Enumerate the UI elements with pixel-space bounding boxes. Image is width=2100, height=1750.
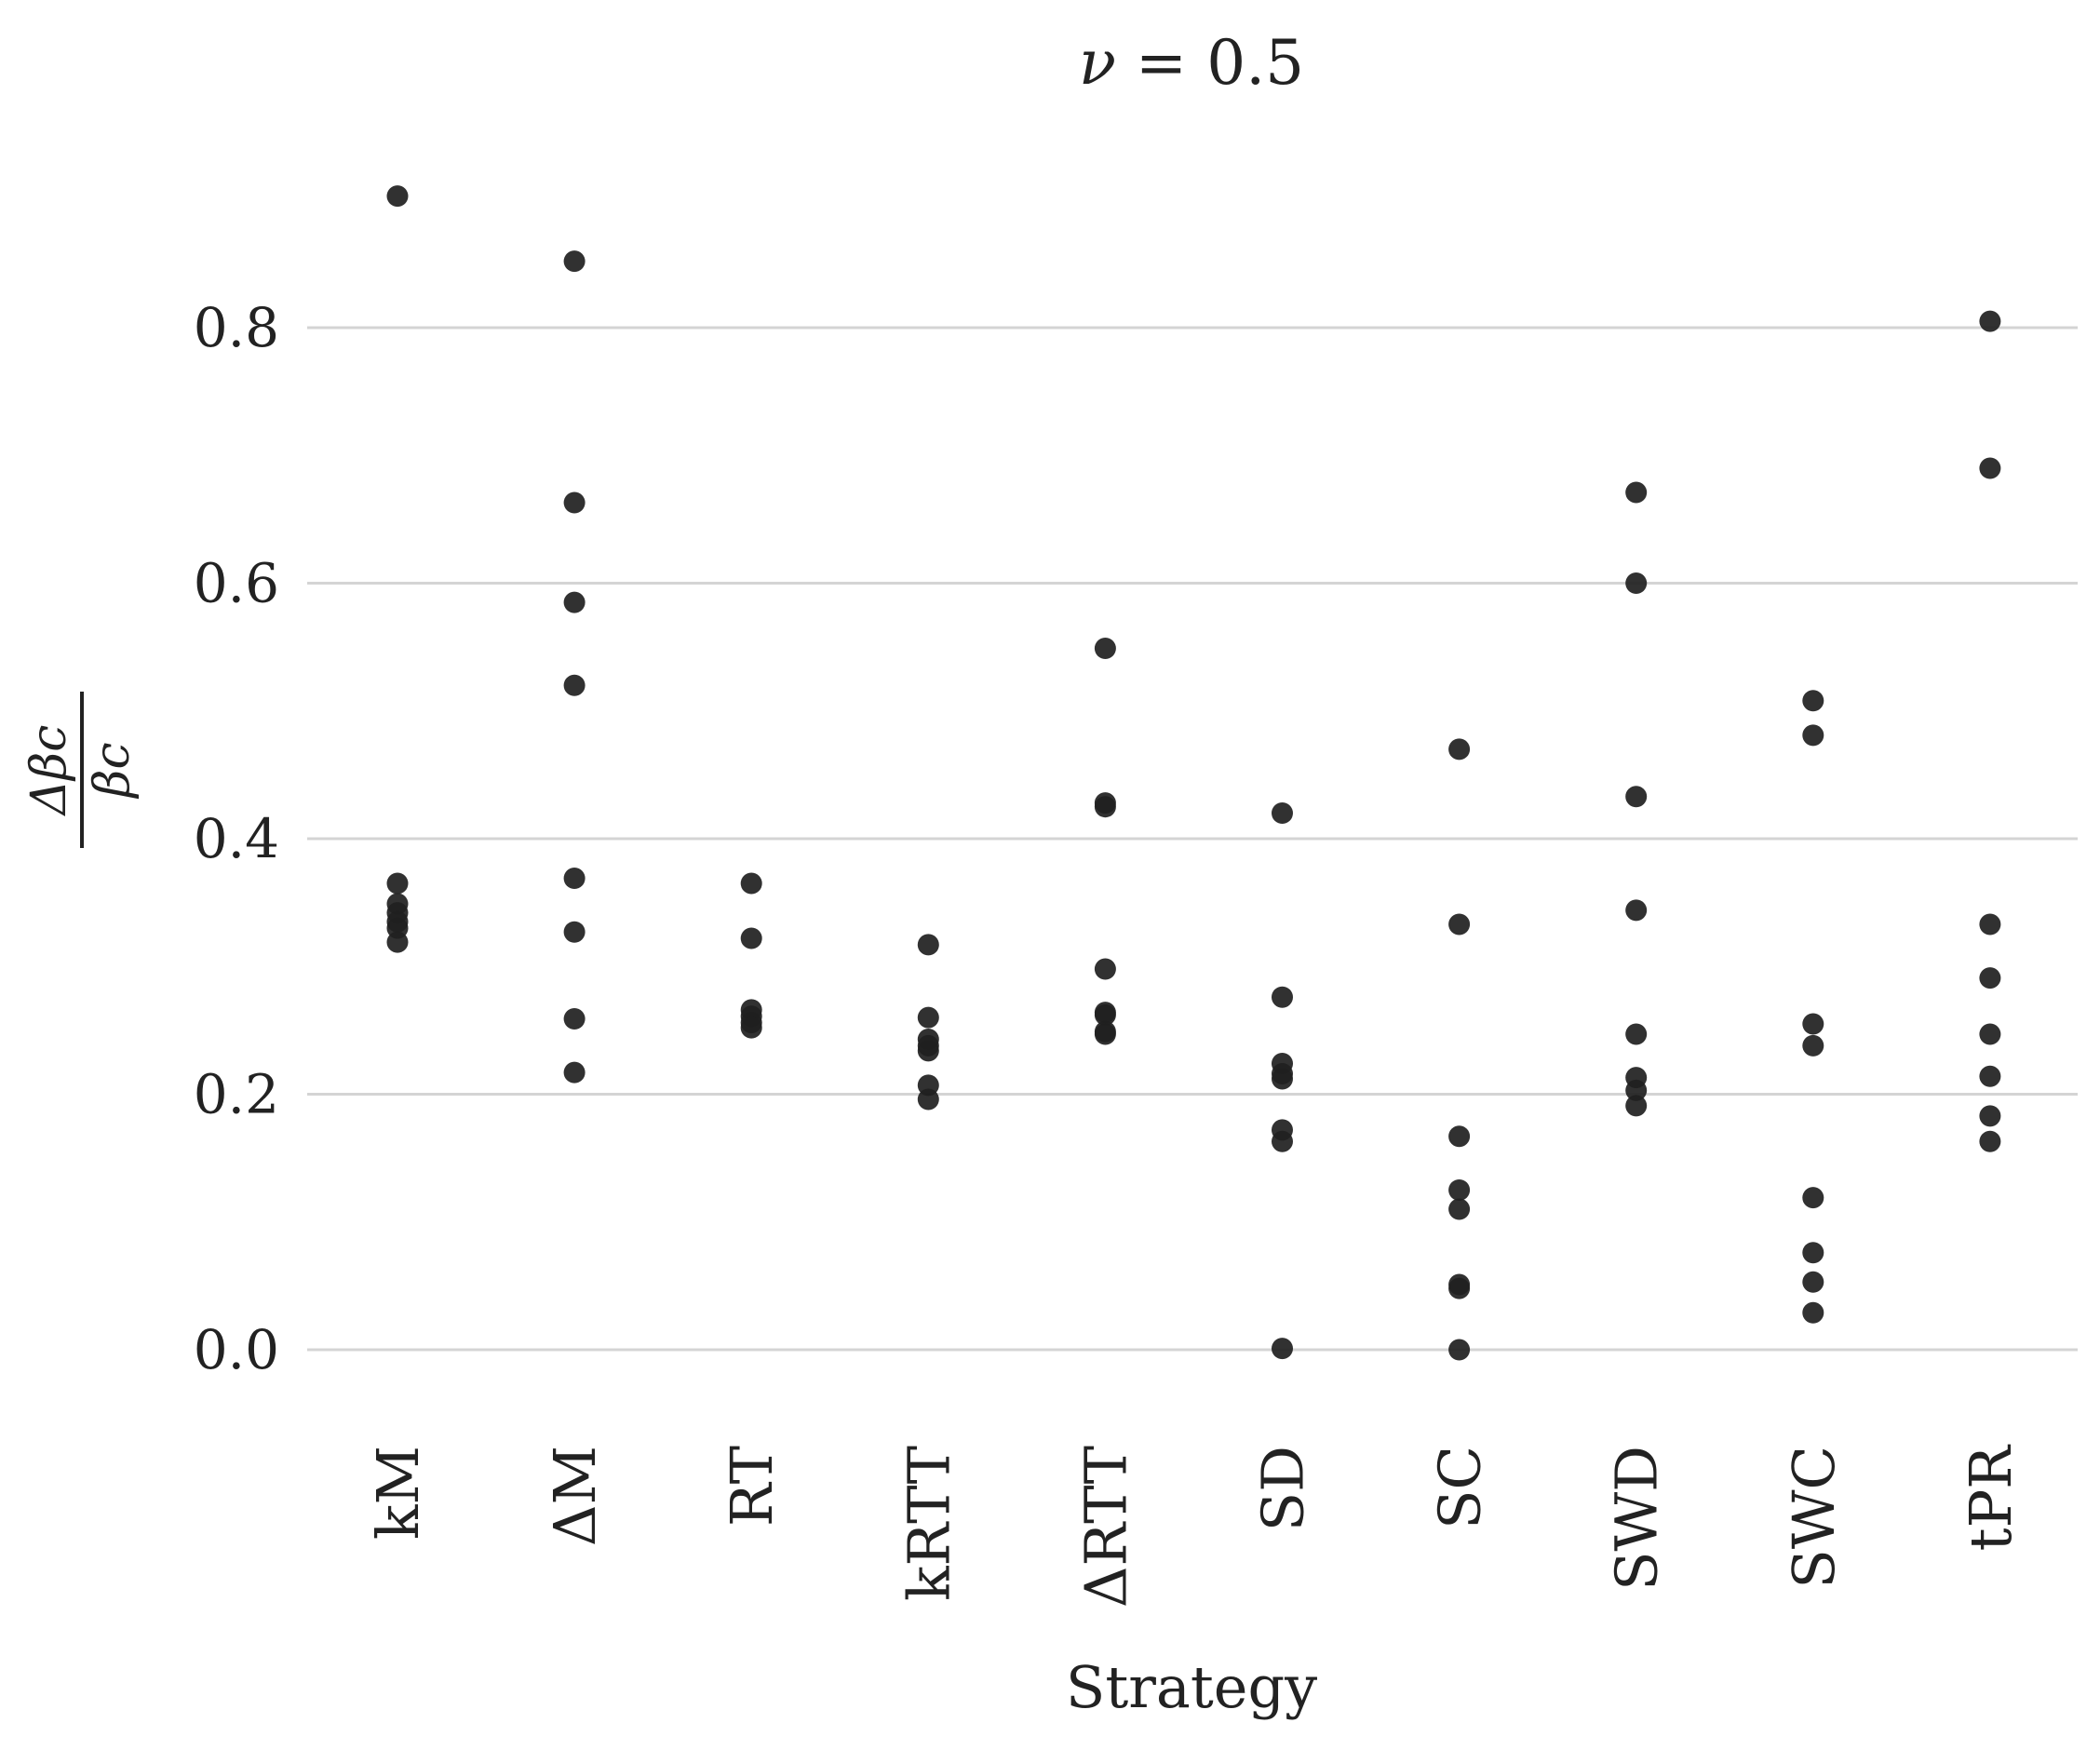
data-point <box>740 927 762 949</box>
data-point <box>1625 899 1648 922</box>
data-point <box>1625 1095 1648 1117</box>
x-tick-label: SD <box>1249 1446 1317 1531</box>
data-point <box>563 1008 586 1030</box>
data-point <box>740 1016 762 1039</box>
data-point <box>1802 1301 1824 1324</box>
data-point <box>917 1006 939 1029</box>
x-tick-label: SC <box>1426 1446 1494 1529</box>
data-point <box>1272 986 1293 1008</box>
y-axis-title: Δβc βc <box>21 692 141 848</box>
points-layer <box>386 185 2001 1361</box>
data-point <box>917 1040 939 1062</box>
y-tick-label: 0.4 <box>194 807 279 870</box>
x-tick-labels: kM ΔM RT kRTT ΔRTT SD SC SWD SWC tPR <box>364 1444 2025 1609</box>
data-point <box>1448 738 1471 761</box>
data-point <box>563 491 586 514</box>
x-tick-label: ΔM <box>541 1446 609 1546</box>
x-tick-label: kM <box>364 1446 432 1540</box>
data-point <box>1979 967 2001 989</box>
data-point <box>563 250 586 273</box>
grid-layer <box>307 326 2078 1352</box>
data-point <box>386 185 409 208</box>
x-tick-label: ΔRTT <box>1071 1446 1139 1608</box>
data-point <box>1802 1187 1824 1209</box>
data-point <box>1448 913 1471 936</box>
data-point <box>1272 1338 1293 1360</box>
data-point <box>1802 1242 1824 1264</box>
data-point <box>1979 1023 2001 1045</box>
data-point <box>386 872 409 895</box>
data-point <box>1802 1034 1824 1057</box>
y-tick-labels: 0.0 0.2 0.4 0.6 0.8 <box>194 296 279 1381</box>
data-point <box>563 868 586 890</box>
x-axis-title: Strategy <box>1066 1653 1317 1721</box>
data-point <box>1625 481 1648 504</box>
data-point <box>1979 310 2001 332</box>
data-point <box>1272 1130 1293 1152</box>
data-point <box>1272 1068 1293 1090</box>
data-point <box>1094 958 1116 980</box>
data-point <box>1448 1277 1471 1299</box>
data-point <box>1979 1105 2001 1127</box>
data-point <box>1272 802 1293 825</box>
data-point <box>563 674 586 696</box>
data-point <box>1448 1125 1471 1148</box>
data-point <box>1802 1271 1824 1293</box>
data-point <box>563 921 586 943</box>
x-tick-label: SWD <box>1603 1446 1671 1591</box>
x-tick-label: kRTT <box>895 1446 962 1601</box>
data-point <box>1979 1065 2001 1087</box>
data-point <box>1802 724 1824 747</box>
data-point <box>1625 1023 1648 1045</box>
data-point <box>1979 1130 2001 1152</box>
data-point <box>1625 572 1648 594</box>
data-point <box>563 591 586 613</box>
data-point <box>1094 1023 1116 1045</box>
data-point <box>917 934 939 956</box>
data-point <box>1448 1178 1471 1201</box>
data-point <box>740 872 762 895</box>
data-point <box>1802 690 1824 712</box>
data-point <box>1448 1339 1471 1361</box>
chart-title-value: = 0.5 <box>1116 27 1304 99</box>
y-tick-label: 0.8 <box>194 296 279 359</box>
data-point <box>386 931 409 953</box>
data-point <box>563 1061 586 1084</box>
data-point <box>1094 1003 1116 1026</box>
data-point <box>1979 913 2001 936</box>
y-tick-label: 0.2 <box>194 1063 279 1126</box>
x-tick-label: tPR <box>1957 1444 2025 1552</box>
data-point <box>1094 796 1116 818</box>
y-tick-label: 0.0 <box>194 1318 279 1381</box>
chart-title-variable: ν <box>1079 27 1116 99</box>
y-axis-title-numerator: Δβc <box>21 725 77 817</box>
x-tick-label: RT <box>718 1446 786 1527</box>
data-point <box>917 1088 939 1111</box>
data-point <box>1625 1079 1648 1101</box>
y-tick-label: 0.6 <box>194 552 279 615</box>
data-point <box>1625 786 1648 808</box>
data-point <box>1979 457 2001 479</box>
y-axis-title-denominator: βc <box>85 742 141 799</box>
chart-title: ν = 0.5 <box>1079 27 1304 99</box>
x-tick-label: SWC <box>1780 1446 1848 1589</box>
data-point <box>1448 1198 1471 1220</box>
data-point <box>1802 1013 1824 1035</box>
data-point <box>1094 637 1116 659</box>
